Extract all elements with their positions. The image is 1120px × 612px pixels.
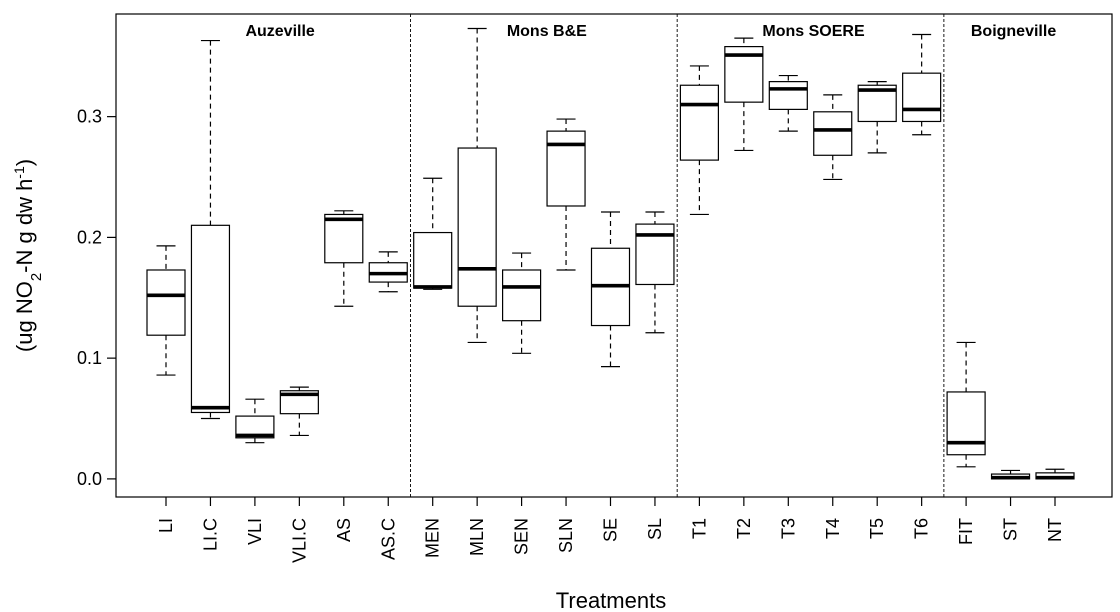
y-axis: 0.0 0.1 0.2 0.3 xyxy=(77,107,116,489)
iqr-box xyxy=(902,72,942,123)
x-tick-label: ST xyxy=(1001,518,1021,541)
y-tick-label: 0.1 xyxy=(77,348,102,368)
x-tick-label: MEN xyxy=(423,518,443,558)
x-tick-label: SEN xyxy=(512,518,532,555)
box-sln xyxy=(546,118,586,271)
x-tick-label: VLI.C xyxy=(289,518,309,563)
x-tick-label: SE xyxy=(601,518,621,542)
x-tick-label: T5 xyxy=(867,518,887,539)
box-t4 xyxy=(813,94,853,181)
x-tick-label: AS xyxy=(334,518,354,542)
iqr-box xyxy=(413,231,453,289)
box-layer xyxy=(146,27,1075,480)
x-tick-label: MLN xyxy=(467,518,487,556)
plot-frame xyxy=(115,13,1113,498)
x-tick-label: T3 xyxy=(778,518,798,539)
y-axis-label-text: (ug NO2-N g dw h-1) xyxy=(11,159,45,352)
panel-title: Mons SOERE xyxy=(762,23,865,40)
box-vli xyxy=(235,398,275,444)
y-tick-label: 0.3 xyxy=(77,107,102,127)
box-fit xyxy=(946,341,986,468)
box-t2 xyxy=(724,37,764,152)
x-tick-label: SL xyxy=(645,518,665,540)
box-li-c xyxy=(190,39,231,420)
iqr-box xyxy=(679,84,720,161)
iqr-box xyxy=(457,147,497,307)
x-tick-label: T6 xyxy=(912,518,932,539)
x-tick-label: T2 xyxy=(734,518,754,539)
iqr-box xyxy=(635,223,675,286)
box-mln xyxy=(457,27,497,344)
x-tick-label: LI xyxy=(156,518,176,533)
iqr-box xyxy=(324,213,364,264)
box-st xyxy=(990,469,1031,480)
y-axis-title: (ug NO2-N g dw h-1) xyxy=(11,159,45,352)
iqr-box xyxy=(946,391,986,456)
box-t3 xyxy=(768,74,808,132)
x-axis: LI LI.C VLI VLI.C AS AS.C MEN MLN SEN SLN SE SL T1 T2… xyxy=(156,497,1065,563)
x-tick-label: LI.C xyxy=(200,518,220,551)
box-t1 xyxy=(679,65,720,216)
box-li xyxy=(146,245,186,376)
x-tick-label: AS.C xyxy=(378,518,398,560)
x-tick-label: SLN xyxy=(556,518,576,553)
box-as xyxy=(324,210,364,307)
box-sen xyxy=(502,252,542,354)
panel-layer: Auzeville Mons B&E Mons SOERE Boigneville xyxy=(245,14,1056,497)
iqr-box xyxy=(235,415,275,439)
iqr-box xyxy=(279,390,319,415)
y-tick-label: 0.0 xyxy=(77,469,102,489)
box-se xyxy=(590,211,631,368)
box-nt xyxy=(1035,468,1075,480)
box-vli-c xyxy=(279,386,319,437)
x-tick-label: FIT xyxy=(956,518,976,545)
box-t6 xyxy=(902,33,942,136)
iqr-box xyxy=(768,81,808,110)
x-tick-label: T1 xyxy=(689,518,709,539)
panel-title: Auzeville xyxy=(245,23,314,40)
box-men xyxy=(413,177,453,290)
box-as-c xyxy=(368,251,408,293)
y-tick-label: 0.2 xyxy=(77,227,102,247)
x-tick-label: NT xyxy=(1045,518,1065,542)
iqr-box xyxy=(813,111,853,156)
box-sl xyxy=(635,211,675,334)
box-t5 xyxy=(857,81,897,154)
x-tick-label: T4 xyxy=(823,518,843,539)
x-tick-label: VLI xyxy=(245,518,265,545)
x-axis-title: Treatments xyxy=(556,588,666,612)
iqr-box xyxy=(546,130,586,207)
iqr-box xyxy=(502,269,542,322)
iqr-box xyxy=(190,224,231,414)
panel-title: Boigneville xyxy=(971,23,1056,40)
iqr-box xyxy=(146,269,186,336)
panel-title: Mons B&E xyxy=(507,23,587,40)
